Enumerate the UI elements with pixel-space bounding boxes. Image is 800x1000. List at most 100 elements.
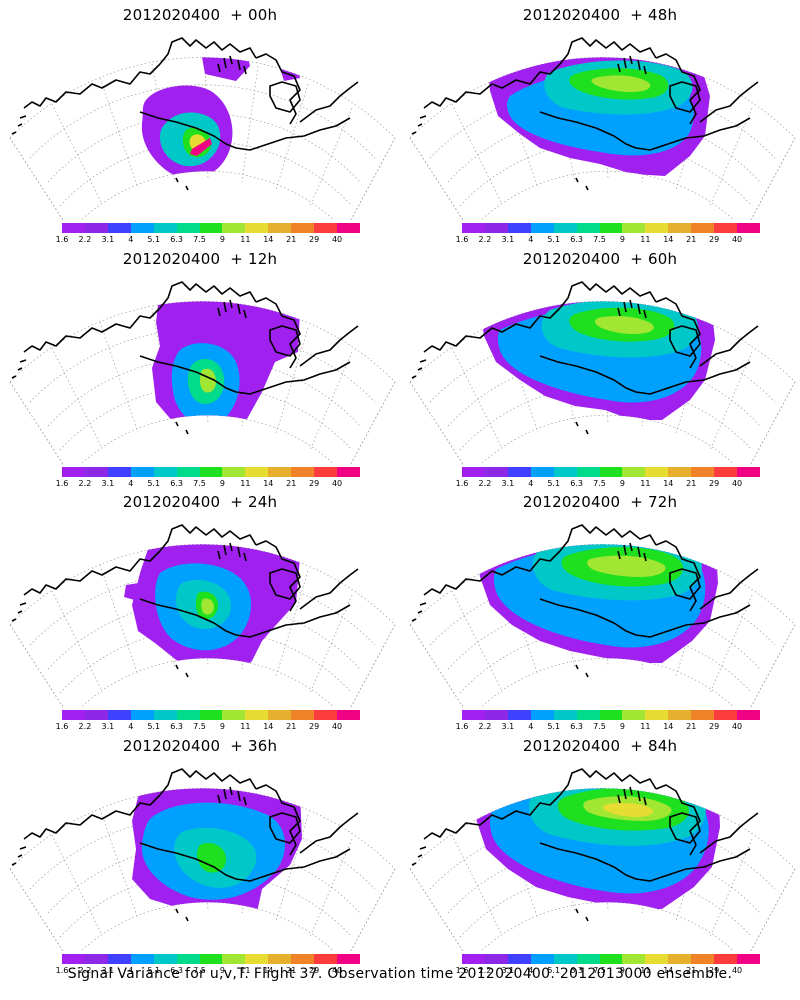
colorbar-label: 14: [663, 966, 674, 975]
colorbar-label: 29: [309, 722, 320, 731]
variance-field: [132, 788, 302, 935]
colorbar-label: 2.2: [78, 966, 92, 975]
colorbar-label: 5.1: [547, 966, 561, 975]
colorbar-swatch: [462, 223, 485, 233]
colorbar-labels: 1.6 2.2 3.1 4 5.1 6.3 7.5 9 11 14 21 29 40: [56, 722, 360, 732]
colorbar-swatch: [484, 954, 508, 964]
colorbar-label: 21: [286, 235, 297, 244]
colorbar-label: 9: [219, 966, 225, 975]
colorbar-labels: 1.6 2.2 3.1 4 5.1 6.3 7.5 9 11 14 21 29 40: [456, 722, 760, 732]
colorbar-label: 5.1: [547, 722, 561, 731]
colorbar-swatch: [268, 710, 292, 720]
colorbar-label: 3.1: [101, 966, 115, 975]
colorbar-label: 2.2: [478, 722, 492, 731]
colorbar-label: 3.1: [501, 235, 515, 244]
colorbar-swatch: [553, 954, 577, 964]
colorbar-swatch: [107, 467, 131, 477]
colorbar-label: 1.6: [55, 235, 69, 244]
coastlines: [11, 37, 359, 191]
colorbar-swatch: [62, 467, 85, 477]
colorbar-label: 6.3: [570, 722, 583, 731]
colorbar-label: 21: [286, 479, 297, 488]
colorbar-label: 6.3: [170, 479, 183, 488]
colorbar-label: 3.1: [101, 722, 115, 731]
colorbar-label: 40: [331, 235, 343, 244]
panel-title: 2012020400 + 24h: [122, 493, 278, 511]
colorbar-label: 4: [128, 966, 134, 975]
polar-map: [409, 281, 796, 464]
panel-title: 2012020400 + 72h: [522, 493, 678, 511]
colorbar-label: 14: [663, 235, 674, 244]
colorbar-label: 40: [731, 479, 743, 488]
colorbar-swatch: [484, 467, 508, 477]
map-panel: 2012020400 + 00h 1.6 2.2 3.1 4 5.1 6.3 7.5 9 11 14…: [0, 0, 400, 244]
colorbar-swatch: [576, 710, 600, 720]
colorbar-swatch: [314, 223, 338, 233]
colorbar-swatch: [222, 954, 246, 964]
colorbar-swatch: [153, 954, 177, 964]
colorbar-swatch: [714, 710, 738, 720]
map-panel: 2012020400 + 12h 1.6 2.2 3.1 4 5.1 6.3 7.5 9 11 14…: [0, 244, 400, 488]
colorbar-swatch: [176, 954, 200, 964]
colorbar-label: 14: [263, 479, 274, 488]
colorbar-label: 29: [709, 235, 720, 244]
colorbar: [62, 710, 360, 720]
map-panel: 2012020400 + 72h 1.6 2.2 3.1 4 5.1 6.3 7.5 9 11 14…: [400, 487, 800, 731]
colorbar-label: 6.3: [170, 966, 183, 975]
polar-map: [409, 524, 796, 707]
colorbar-swatch: [507, 710, 531, 720]
colorbar-swatch: [714, 223, 738, 233]
colorbar-label: 11: [240, 479, 251, 488]
colorbar-swatch: [576, 467, 600, 477]
colorbar-labels: 1.6 2.2 3.1 4 5.1 6.3 7.5 9 11 14 21 29 40: [56, 966, 360, 976]
colorbar-swatch: [645, 954, 669, 964]
colorbar-label: 2.2: [78, 235, 92, 244]
colorbar-swatch: [530, 467, 554, 477]
colorbar-swatch: [337, 223, 360, 233]
colorbar-label: 21: [286, 966, 297, 975]
colorbar-swatch: [645, 223, 669, 233]
colorbar: [462, 467, 760, 477]
panel-title: 2012020400 + 00h: [122, 6, 278, 24]
colorbar-swatch: [691, 710, 715, 720]
colorbar-swatch: [222, 467, 246, 477]
colorbar-swatch: [645, 467, 669, 477]
polar-map: [9, 524, 396, 707]
colorbar-swatch: [737, 710, 760, 720]
coastlines: [411, 37, 759, 191]
map-panel: 2012020400 + 60h 1.6 2.2 3.1 4 5.1 6.3 7.5 9 11 14…: [400, 244, 800, 488]
colorbar-label: 1.6: [455, 479, 469, 488]
colorbar-swatch: [599, 710, 623, 720]
colorbar-swatch: [576, 954, 600, 964]
colorbar-label: 5.1: [147, 722, 161, 731]
coastlines: [411, 768, 759, 922]
colorbar-swatch: [530, 223, 554, 233]
panel-title: 2012020400 + 36h: [122, 737, 278, 755]
variance-field: [488, 57, 710, 176]
colorbar-label: 9: [619, 235, 625, 244]
colorbar-swatch: [691, 467, 715, 477]
colorbar-label: 2.2: [478, 479, 492, 488]
coastlines: [411, 524, 759, 678]
colorbar-label: 29: [309, 479, 320, 488]
panel-title: 2012020400 + 48h: [522, 6, 678, 24]
colorbar: [62, 223, 360, 233]
polar-map: [9, 37, 396, 220]
colorbar-label: 1.6: [455, 722, 469, 731]
colorbar-swatch: [737, 954, 760, 964]
colorbar-swatch: [84, 710, 108, 720]
colorbar-swatch: [245, 710, 269, 720]
colorbar-label: 7.5: [193, 479, 206, 488]
colorbar-label: 29: [709, 479, 720, 488]
colorbar-swatch: [199, 467, 223, 477]
colorbar-label: 40: [731, 722, 743, 731]
colorbar-swatch: [622, 954, 646, 964]
colorbar-swatch: [622, 467, 646, 477]
colorbar-swatch: [691, 223, 715, 233]
colorbar-swatch: [668, 954, 692, 964]
colorbar-labels: 1.6 2.2 3.1 4 5.1 6.3 7.5 9 11 14 21 29 40: [456, 966, 760, 976]
colorbar-label: 4: [528, 722, 534, 731]
colorbar-label: 29: [709, 966, 720, 975]
variance-field: [476, 544, 718, 663]
